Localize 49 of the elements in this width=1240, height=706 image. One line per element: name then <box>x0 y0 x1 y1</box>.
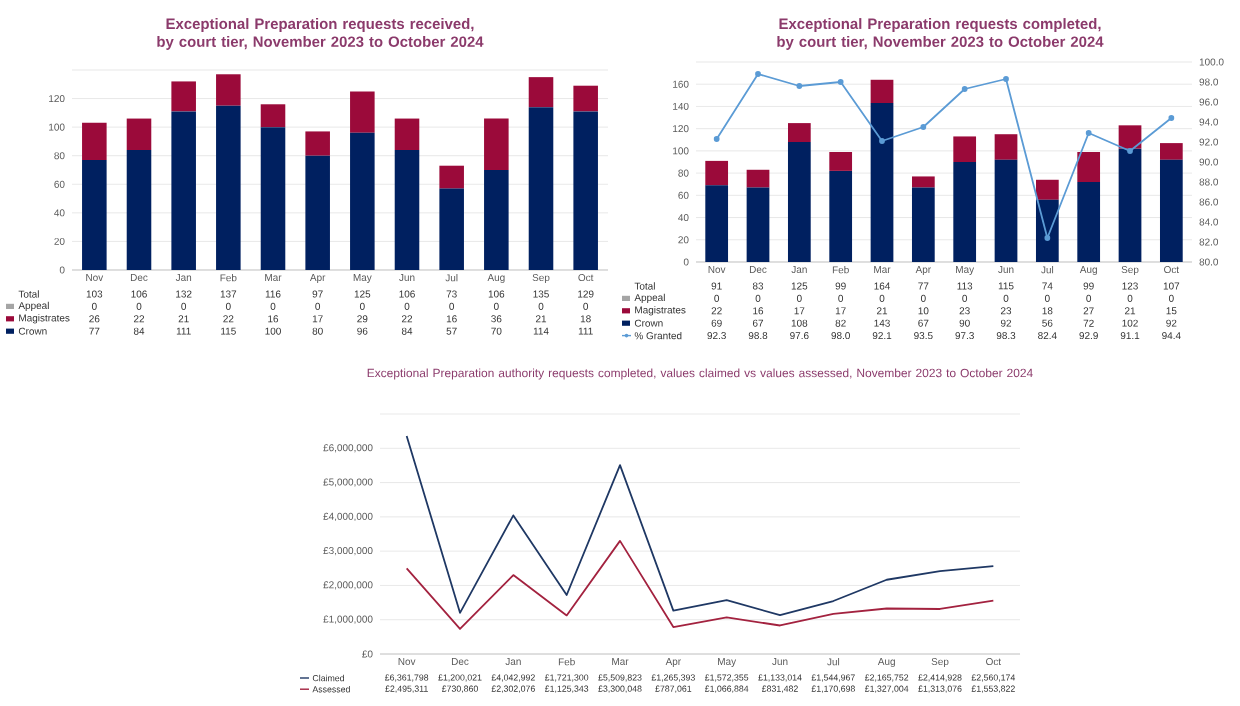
bar <box>82 122 107 160</box>
bar <box>787 123 811 142</box>
bar <box>994 159 1018 262</box>
bar <box>439 188 464 270</box>
bar <box>1118 148 1142 262</box>
bar <box>216 74 241 106</box>
bar <box>126 118 152 150</box>
bar <box>573 111 598 270</box>
bar <box>787 141 811 262</box>
bar <box>573 85 598 112</box>
bar <box>394 118 420 150</box>
bar <box>994 134 1018 160</box>
line-series <box>405 435 995 617</box>
bar <box>439 165 464 189</box>
bar <box>484 118 509 170</box>
bar <box>394 149 420 270</box>
bar <box>911 187 935 262</box>
bar <box>705 185 729 262</box>
bar <box>746 169 770 188</box>
bar <box>870 103 894 262</box>
bar <box>350 91 375 133</box>
bar <box>870 79 894 104</box>
bar <box>171 81 196 112</box>
bar <box>829 170 853 262</box>
bar <box>829 151 853 171</box>
bar <box>528 77 554 108</box>
bar <box>746 187 770 262</box>
bar <box>126 149 152 270</box>
bar <box>82 159 107 270</box>
bar <box>216 105 241 270</box>
bar <box>305 131 330 156</box>
bar <box>1035 179 1059 200</box>
line-series <box>405 539 995 630</box>
bar <box>1159 143 1183 160</box>
bar <box>528 107 554 270</box>
bar <box>260 104 286 128</box>
bar <box>484 169 509 270</box>
bar <box>705 160 729 186</box>
bar <box>1159 159 1183 262</box>
bar <box>953 136 977 162</box>
bar <box>953 161 977 262</box>
bar <box>171 111 196 270</box>
bar <box>1118 125 1142 149</box>
bar <box>305 155 330 270</box>
bar <box>911 176 935 188</box>
bar <box>350 132 375 270</box>
bar <box>260 127 286 270</box>
bar <box>1077 181 1101 262</box>
bar <box>1077 151 1101 182</box>
